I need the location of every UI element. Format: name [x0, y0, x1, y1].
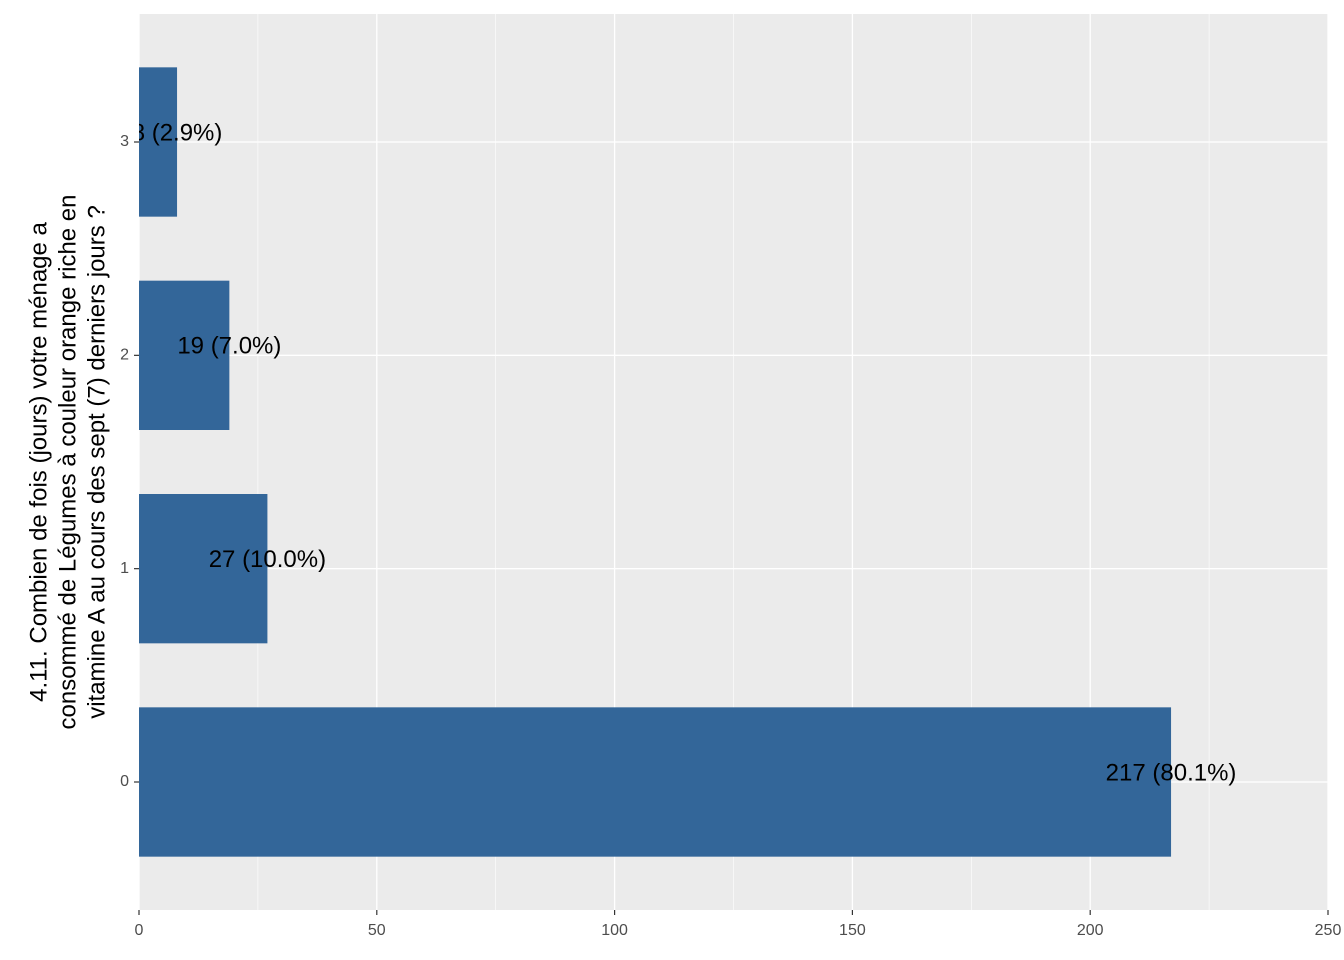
x-tick-label: 0 — [135, 922, 144, 939]
bars: 217 (80.1%) 27 (10.0%) 19 (7.0%) 8 (2.9%) — [132, 67, 1237, 857]
y-axis-title: 4.11. Combien de fois (jours) votre ména… — [25, 221, 52, 701]
y-tick-label: 2 — [120, 347, 129, 364]
y-tick-label: 3 — [120, 133, 129, 150]
value-label: 19 (7.0%) — [177, 333, 281, 360]
x-tick-label: 50 — [368, 922, 386, 939]
value-label: 217 (80.1%) — [1106, 759, 1237, 786]
bar — [139, 494, 268, 644]
y-axis-title: vitamine A au cours des sept (7) dernier… — [83, 205, 110, 719]
value-label: 8 (2.9%) — [132, 119, 223, 146]
y-tick-label: 0 — [120, 773, 129, 790]
axes: 0 50 100 150 200 250 0 1 2 3 4.11. Combien de fois… — [25, 133, 1341, 939]
x-tick-label: 150 — [839, 922, 866, 939]
y-axis-title: consommé de Légumes à couleur orange ric… — [54, 195, 81, 730]
x-tick-label: 100 — [601, 922, 628, 939]
bar — [139, 707, 1172, 857]
bar — [139, 67, 178, 217]
x-tick-label: 250 — [1315, 922, 1342, 939]
x-tick-label: 200 — [1077, 922, 1104, 939]
value-label: 27 (10.0%) — [209, 546, 326, 573]
bar — [139, 280, 230, 430]
y-tick-label: 1 — [120, 560, 129, 577]
